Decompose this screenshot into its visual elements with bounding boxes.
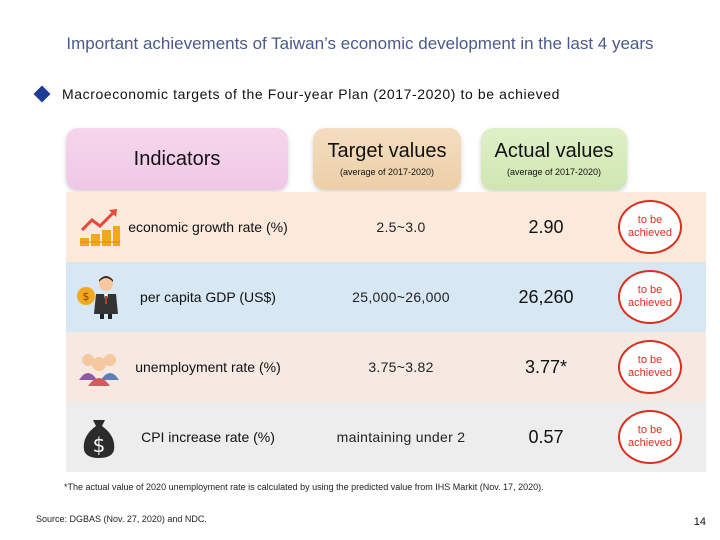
growth-chart-coins-icon	[80, 209, 120, 246]
money-bag-icon: $	[83, 420, 115, 458]
table-row-economic-growth: economic growth rate (%) 2.5~3.0 2.90 to…	[66, 192, 706, 262]
source-note: Source: DGBAS (Nov. 27, 2020) and NDC.	[36, 514, 207, 524]
svg-text:$: $	[83, 290, 90, 303]
indicator-label: CPI increase rate (%)	[141, 428, 275, 445]
target-value: 25,000~26,000	[352, 289, 450, 305]
target-value: maintaining under 2	[336, 429, 466, 445]
people-group-icon	[79, 354, 119, 386]
businessman-coin-icon: $	[77, 276, 118, 319]
target-value: 3.75~3.82	[368, 359, 434, 375]
header-target-period: (average of 2017-2020)	[339, 167, 435, 177]
header-indicators-label: Indicators	[133, 148, 221, 170]
svg-text:$: $	[93, 433, 106, 457]
diamond-bullet-icon	[33, 85, 51, 103]
status-badge: to be achieved	[618, 200, 682, 254]
subtitle-text: Macroeconomic targets of the Four-year P…	[62, 86, 561, 102]
page-number: 14	[693, 516, 706, 528]
header-indicators: Indicators	[66, 128, 288, 190]
indicator-label: per capita GDP (US$)	[140, 288, 276, 305]
target-value: 2.5~3.0	[376, 219, 426, 235]
table-row-per-capita-gdp: $ per capita GDP (US$) 25,000~26,000 26,…	[66, 262, 706, 332]
table-row-unemployment-rate: unemployment rate (%) 3.75~3.82 3.77* to…	[66, 332, 706, 402]
indicator-label: economic growth rate (%)	[128, 218, 288, 235]
header-actual-period: (average of 2017-2020)	[506, 167, 602, 177]
header-actual-label: Actual values	[494, 140, 614, 162]
footnote: *The actual value of 2020 unemployment r…	[64, 482, 544, 492]
actual-value: 0.57	[528, 426, 564, 447]
header-target-label: Target values	[327, 140, 447, 162]
status-badge: to be achieved	[618, 340, 682, 394]
status-badge: to be achieved	[618, 270, 682, 324]
indicator-label: unemployment rate (%)	[135, 358, 281, 375]
status-badge: to be achieved	[618, 410, 682, 464]
header-actual-values: Actual values (average of 2017-2020)	[481, 128, 627, 190]
page-title: Important achievements of Taiwan’s econo…	[66, 34, 654, 53]
section-subtitle: Macroeconomic targets of the Four-year P…	[33, 85, 696, 103]
actual-value: 2.90	[528, 216, 564, 237]
actual-value: 26,260	[518, 286, 574, 307]
actual-value: 3.77*	[524, 356, 568, 377]
header-target-values: Target values (average of 2017-2020)	[313, 128, 461, 190]
table-row-cpi-increase-rate: $ CPI increase rate (%) maintaining unde…	[66, 402, 706, 472]
